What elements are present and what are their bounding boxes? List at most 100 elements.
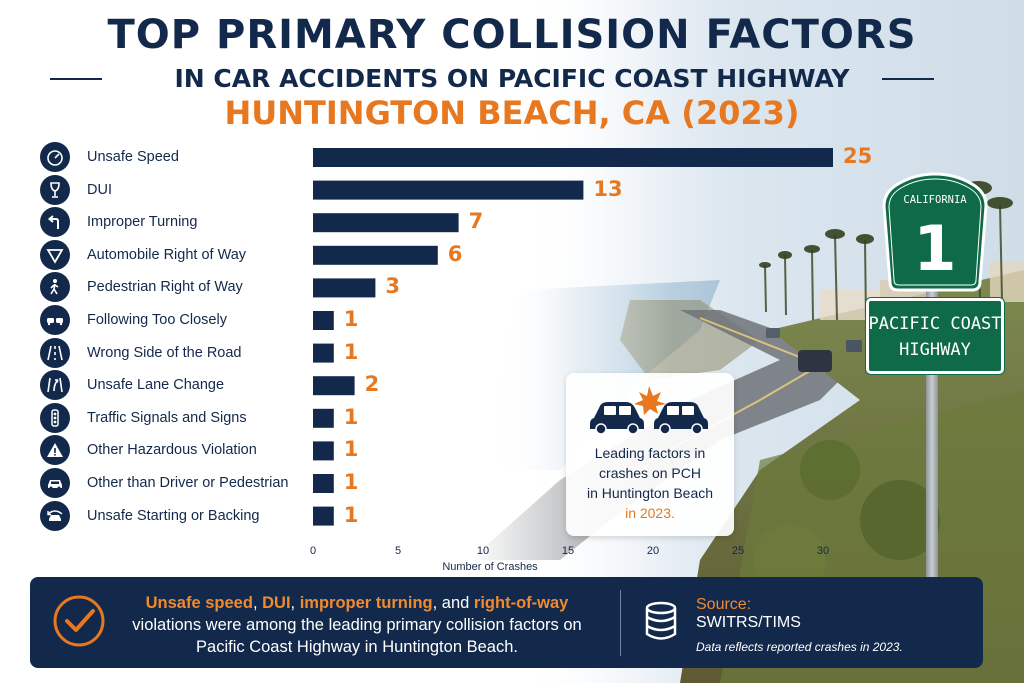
value-label: 1: [343, 437, 359, 462]
reverse-car-icon: [40, 500, 70, 531]
title-line-1: TOP PRIMARY COLLISION FACTORS: [107, 12, 917, 58]
banner-highlight-unsafe-speed: Unsafe speed: [145, 594, 253, 612]
banner-rest-text: violations were among the leading primar…: [132, 616, 582, 656]
row-other-hazardous-violation: Other Hazardous Violation: [40, 434, 257, 466]
title-divider-left: [50, 78, 102, 80]
bar-other-hazardous-violation: [313, 441, 334, 461]
value-label: 1: [343, 339, 359, 364]
callout-line-1: Leading factors in: [594, 445, 706, 461]
x-tick-label: 10: [476, 545, 490, 557]
route-shield: [882, 172, 988, 292]
bar-improper-turning: [313, 213, 459, 233]
callout-line-3: in Huntington Beach: [586, 485, 714, 501]
category-label: Traffic Signals and Signs: [87, 409, 247, 426]
sign-name-panel: [866, 298, 1004, 374]
database-icon: [645, 601, 677, 640]
bar-traffic-signals-and-signs: [313, 408, 334, 428]
title-line-2: IN CAR ACCIDENTS ON PACIFIC COAST HIGHWA…: [174, 64, 850, 93]
bar-dui: [313, 180, 584, 200]
category-label: Automobile Right of Way: [87, 246, 247, 263]
value-label: 1: [343, 502, 359, 527]
bar-unsafe-speed: [313, 148, 833, 167]
category-label: Wrong Side of the Road: [87, 344, 242, 361]
row-following-too-closely: Following Too Closely: [40, 304, 227, 336]
checkmark-badge-icon: [53, 595, 105, 647]
value-label: 3: [385, 274, 401, 299]
row-improper-turning: Improper Turning: [40, 206, 197, 238]
lane-change-icon: [40, 370, 70, 401]
source-name: SWITRS/TIMS: [696, 614, 801, 631]
x-tick-label: 15: [561, 545, 575, 557]
sign-state-label: CALIFORNIA: [903, 194, 967, 206]
value-label: 2: [364, 372, 380, 397]
crash-cars-icon: [590, 386, 708, 435]
pedestrian-icon: [40, 272, 70, 303]
callout-line-2: crashes on PCH: [599, 465, 701, 481]
warning-icon: [40, 435, 70, 466]
sign-route-number: 1: [913, 212, 957, 285]
bar-pedestrian-right-of-way: [313, 278, 376, 298]
bar-following-too-closely: [313, 311, 334, 330]
bar-other-than-driver-or-pedestrian: [313, 474, 334, 493]
banner-highlight-improper-turning: improper turning: [299, 594, 433, 612]
category-label: Unsafe Speed: [87, 149, 179, 165]
source-note: Data reflects reported crashes in 2023.: [696, 640, 903, 654]
category-label: Unsafe Lane Change: [87, 377, 225, 394]
car-icon: [40, 468, 70, 498]
banner-separator-3: , and: [432, 594, 474, 612]
value-label: 1: [343, 404, 359, 429]
value-label: 7: [468, 209, 484, 234]
category-label: Pedestrian Right of Way: [87, 279, 243, 296]
banner-divider: [620, 590, 621, 656]
title-divider-right: [882, 78, 934, 80]
value-label: 6: [447, 241, 463, 266]
turn-arrow-icon: [40, 207, 70, 238]
category-label: Following Too Closely: [87, 312, 227, 328]
x-tick-label: 25: [731, 545, 745, 557]
x-tick-label: 0: [309, 545, 317, 557]
value-label: 13: [593, 176, 623, 201]
category-label: DUI: [87, 181, 112, 198]
row-pedestrian-right-of-way: Pedestrian Right of Way: [40, 271, 243, 303]
bar-automobile-right-of-way: [313, 245, 438, 265]
banner-separator-2: ,: [290, 594, 300, 612]
bar-wrong-side-of-the-road: [313, 343, 334, 363]
value-label: 1: [343, 307, 359, 331]
banner-highlight-dui: DUI: [262, 594, 291, 612]
x-tick-label: 5: [394, 545, 402, 557]
row-unsafe-lane-change: Unsafe Lane Change: [40, 369, 224, 401]
row-unsafe-starting-or-backing: Unsafe Starting or Backing: [40, 500, 259, 532]
value-label: 25: [843, 144, 873, 168]
summary-banner: [30, 577, 983, 668]
two-cars-icon: [40, 305, 70, 335]
title-line-3: HUNTINGTON BEACH, CA (2023): [224, 94, 800, 132]
row-other-than-driver-or-pedestrian: Other than Driver or Pedestrian: [40, 467, 288, 499]
row-automobile-right-of-way: Automobile Right of Way: [40, 239, 246, 271]
road-icon: [40, 337, 70, 368]
row-traffic-signals-and-signs: Traffic Signals and Signs: [40, 402, 247, 434]
x-tick-label: 30: [816, 545, 830, 557]
sign-name-line-1: PACIFIC COAST: [868, 314, 1002, 334]
x-tick-label: 20: [646, 545, 660, 557]
banner-summary-text: Unsafe speed, DUI, improper turning, and…: [122, 592, 592, 658]
bar-unsafe-starting-or-backing: [313, 506, 334, 526]
highway-sign: CALIFORNIA 1 PACIFIC COAST HIGHWAY: [860, 170, 1010, 580]
yield-icon: [40, 239, 70, 270]
speedometer-icon: [40, 142, 70, 172]
row-dui: DUI: [40, 174, 112, 206]
value-label: 1: [343, 470, 359, 494]
row-wrong-side-of-the-road: Wrong Side of the Road: [40, 337, 242, 369]
callout-line-4: in 2023.: [625, 505, 675, 521]
traffic-light-icon: [40, 402, 70, 433]
row-unsafe-speed: Unsafe Speed: [40, 141, 179, 173]
category-label: Improper Turning: [87, 214, 198, 231]
banner-separator-1: ,: [252, 594, 263, 612]
x-axis-label: Number of Crashes: [442, 561, 538, 573]
bar-unsafe-lane-change: [313, 376, 355, 396]
category-label: Other Hazardous Violation: [87, 442, 257, 459]
banner-highlight-right-of-way: right-of-way: [473, 594, 569, 612]
wine-glass-icon: [40, 174, 70, 205]
category-label: Unsafe Starting or Backing: [87, 507, 260, 524]
sign-name-line-2: HIGHWAY: [899, 340, 971, 360]
